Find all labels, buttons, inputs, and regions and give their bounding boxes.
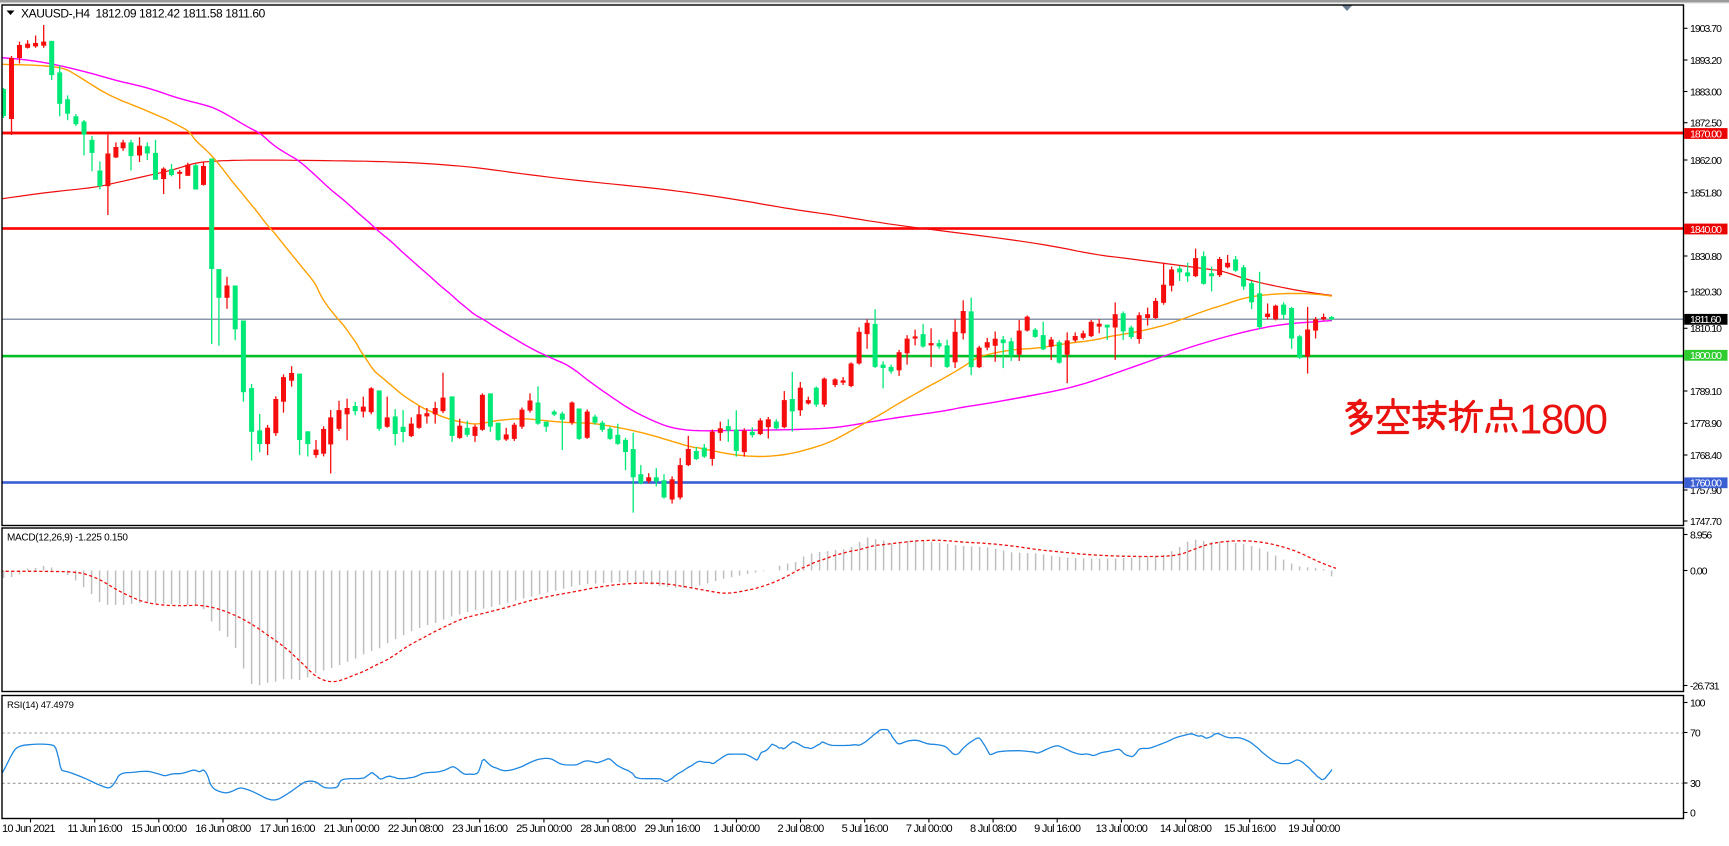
svg-text:1768.40: 1768.40 bbox=[1690, 450, 1722, 462]
svg-text:23 Jun 16:00: 23 Jun 16:00 bbox=[452, 823, 508, 835]
svg-text:1872.50: 1872.50 bbox=[1690, 118, 1722, 130]
svg-text:0: 0 bbox=[1690, 807, 1696, 819]
svg-text:7 Jul 00:00: 7 Jul 00:00 bbox=[906, 823, 953, 835]
svg-text:1883.00: 1883.00 bbox=[1690, 86, 1722, 98]
svg-text:15 Jun 00:00: 15 Jun 00:00 bbox=[131, 823, 187, 835]
svg-text:1811.60: 1811.60 bbox=[1690, 314, 1721, 326]
svg-text:29 Jun 16:00: 29 Jun 16:00 bbox=[645, 823, 701, 835]
svg-text:MACD(12,26,9) -1.225 0.150: MACD(12,26,9) -1.225 0.150 bbox=[7, 533, 128, 544]
svg-text:1800: 1800 bbox=[1519, 396, 1607, 443]
svg-text:25 Jun 00:00: 25 Jun 00:00 bbox=[516, 823, 572, 835]
svg-text:17 Jun 16:00: 17 Jun 16:00 bbox=[260, 823, 316, 835]
svg-text:19 Jul 00:00: 19 Jul 00:00 bbox=[1288, 823, 1340, 835]
svg-text:14 Jul 08:00: 14 Jul 08:00 bbox=[1160, 823, 1212, 835]
svg-text:0.00: 0.00 bbox=[1690, 565, 1708, 577]
svg-text:2 Jul 08:00: 2 Jul 08:00 bbox=[777, 823, 824, 835]
svg-text:5 Jul 16:00: 5 Jul 16:00 bbox=[842, 823, 889, 835]
svg-text:10 Jun 2021: 10 Jun 2021 bbox=[2, 823, 55, 835]
svg-text:1 Jul 00:00: 1 Jul 00:00 bbox=[713, 823, 760, 835]
svg-text:1778.90: 1778.90 bbox=[1690, 418, 1722, 430]
svg-text:1820.30: 1820.30 bbox=[1690, 287, 1722, 299]
svg-text:1789.10: 1789.10 bbox=[1690, 386, 1722, 398]
svg-text:RSI(14) 47.4979: RSI(14) 47.4979 bbox=[7, 700, 74, 711]
svg-text:1903.70: 1903.70 bbox=[1690, 23, 1722, 35]
svg-text:1747.70: 1747.70 bbox=[1690, 516, 1722, 528]
svg-text:15 Jul 16:00: 15 Jul 16:00 bbox=[1224, 823, 1276, 835]
svg-text:22 Jun 08:00: 22 Jun 08:00 bbox=[388, 823, 444, 835]
svg-text:XAUUSD-,H4 1812.09 1812.42 18: XAUUSD-,H4 1812.09 1812.42 1811.58 1811.… bbox=[21, 7, 266, 21]
svg-text:70: 70 bbox=[1690, 727, 1701, 739]
svg-text:1862.00: 1862.00 bbox=[1690, 155, 1722, 167]
svg-text:13 Jul 00:00: 13 Jul 00:00 bbox=[1096, 823, 1148, 835]
svg-text:28 Jun 08:00: 28 Jun 08:00 bbox=[580, 823, 636, 835]
svg-text:1800.00: 1800.00 bbox=[1690, 350, 1722, 362]
svg-text:1840.00: 1840.00 bbox=[1690, 224, 1722, 236]
svg-text:-26.731: -26.731 bbox=[1690, 680, 1720, 692]
svg-text:9 Jul 16:00: 9 Jul 16:00 bbox=[1034, 823, 1081, 835]
svg-text:16 Jun 08:00: 16 Jun 08:00 bbox=[195, 823, 251, 835]
svg-text:30: 30 bbox=[1690, 778, 1701, 790]
svg-text:21 Jun 00:00: 21 Jun 00:00 bbox=[324, 823, 380, 835]
svg-text:1760.00: 1760.00 bbox=[1690, 478, 1722, 490]
svg-text:11 Jun 16:00: 11 Jun 16:00 bbox=[67, 823, 122, 835]
svg-text:1810.10: 1810.10 bbox=[1690, 323, 1722, 335]
svg-text:1870.00: 1870.00 bbox=[1690, 128, 1722, 140]
svg-text:8 Jul 08:00: 8 Jul 08:00 bbox=[970, 823, 1017, 835]
svg-text:8.956: 8.956 bbox=[1690, 529, 1712, 541]
svg-text:1830.80: 1830.80 bbox=[1690, 251, 1722, 263]
svg-text:100: 100 bbox=[1690, 697, 1706, 709]
svg-text:1893.20: 1893.20 bbox=[1690, 55, 1722, 67]
svg-text:1851.80: 1851.80 bbox=[1690, 188, 1722, 200]
